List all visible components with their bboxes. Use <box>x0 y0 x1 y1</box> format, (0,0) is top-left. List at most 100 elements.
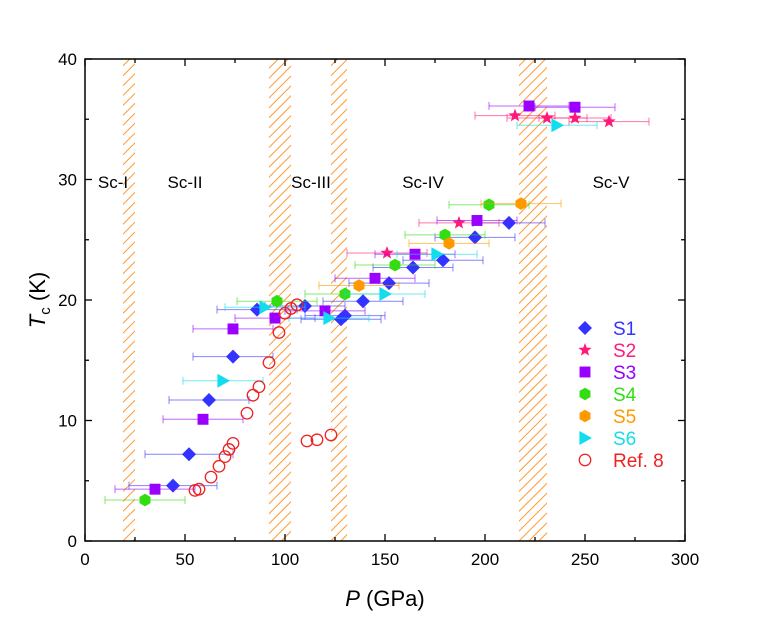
data-point <box>212 459 226 473</box>
y-tick-label: 40 <box>58 50 77 69</box>
data-point <box>246 388 260 402</box>
phase-boundary-band <box>519 59 547 541</box>
data-point <box>431 247 444 262</box>
data-point <box>272 326 286 339</box>
data-point <box>468 230 482 245</box>
series-s4 <box>104 198 530 507</box>
y-tick-label: 30 <box>58 171 77 190</box>
data-point <box>356 294 370 309</box>
data-point <box>149 483 161 495</box>
plot-border <box>84 58 686 542</box>
data-point <box>290 298 304 312</box>
region-label: Sc-V <box>593 173 631 192</box>
data-point <box>324 428 338 442</box>
x-tick-label: 300 <box>671 550 699 569</box>
data-point <box>226 437 240 450</box>
series-s5 <box>318 197 562 292</box>
legend-label: S2 <box>613 341 636 362</box>
data-point <box>182 447 196 462</box>
legend-label: S4 <box>613 385 637 406</box>
data-point <box>569 101 581 113</box>
data-point <box>310 433 324 447</box>
y-tick-label: 0 <box>68 532 77 551</box>
y-axis-title: Tc (K) <box>25 272 54 328</box>
legend-item: S5 <box>579 407 636 428</box>
region-label: Sc-III <box>291 173 331 192</box>
data-point <box>508 108 522 122</box>
data-point <box>568 111 582 124</box>
data-point <box>240 406 254 420</box>
data-point <box>259 300 272 315</box>
data-point <box>226 349 240 364</box>
data-point <box>369 272 381 284</box>
region-label: Sc-I <box>98 173 128 192</box>
legend-label: S5 <box>613 407 636 428</box>
x-tick-label: 250 <box>571 550 599 569</box>
legend-item: S6 <box>579 429 636 450</box>
data-point <box>379 286 392 301</box>
plot-frame <box>84 58 686 542</box>
data-point <box>166 478 180 493</box>
data-point <box>262 356 276 370</box>
legend-marker <box>578 453 592 467</box>
legend-item: S4 <box>579 385 637 406</box>
legend-marker <box>579 366 591 378</box>
data-point <box>540 111 554 124</box>
legend-label: S6 <box>613 429 636 450</box>
legend-item: S1 <box>578 319 636 340</box>
phase-boundary-band <box>331 59 347 541</box>
data-point <box>353 279 365 292</box>
x-tick-label: 0 <box>80 550 89 569</box>
y-tick-label: 10 <box>58 412 77 431</box>
data-point <box>252 380 266 394</box>
x-tick-label: 200 <box>471 550 499 569</box>
legend-item: Ref. 8 <box>578 451 664 472</box>
data-point <box>227 323 239 335</box>
y-tick-label: 20 <box>58 291 77 310</box>
x-axis-ticks: 0 50 100 150 200 250 300 <box>80 59 699 569</box>
data-point <box>192 482 206 496</box>
legend-marker <box>579 409 591 423</box>
data-point <box>380 246 394 259</box>
data-point <box>502 215 516 230</box>
legend-item: S3 <box>579 363 636 384</box>
data-point <box>271 294 283 308</box>
data-points <box>104 100 650 507</box>
region-label: Sc-IV <box>402 173 444 192</box>
legend-label: Ref. 8 <box>613 451 664 472</box>
data-point <box>471 215 483 226</box>
data-point <box>602 114 616 128</box>
y-axis-ticks: 0 10 20 30 40 <box>58 50 685 551</box>
legend-marker <box>579 431 592 445</box>
data-point <box>382 276 396 291</box>
data-point <box>319 305 331 317</box>
data-point <box>515 197 527 210</box>
data-point <box>202 393 216 408</box>
data-point <box>406 260 420 275</box>
data-point <box>323 311 336 326</box>
phase-boundary-band <box>123 59 135 541</box>
legend-label: S3 <box>613 363 636 384</box>
legend-marker <box>578 343 592 356</box>
x-tick-label: 100 <box>271 550 299 569</box>
phase-boundary-bands <box>123 59 547 541</box>
data-point <box>218 450 232 464</box>
series-ref-8 <box>188 298 338 497</box>
data-point <box>436 253 450 268</box>
data-point <box>139 493 151 507</box>
legend-label: S1 <box>613 319 636 340</box>
x-axis-title: P (GPa) <box>345 586 424 611</box>
data-point <box>452 215 466 229</box>
data-point <box>269 312 281 324</box>
data-point <box>197 413 209 425</box>
data-point <box>204 470 218 484</box>
data-point <box>389 258 401 272</box>
data-point <box>523 100 535 112</box>
legend-marker <box>579 387 591 401</box>
legend-marker <box>578 321 592 335</box>
data-point <box>551 118 564 133</box>
data-point <box>217 373 230 388</box>
region-labels: Sc-I Sc-II Sc-III Sc-IV Sc-V <box>98 173 630 192</box>
data-point <box>483 198 495 212</box>
